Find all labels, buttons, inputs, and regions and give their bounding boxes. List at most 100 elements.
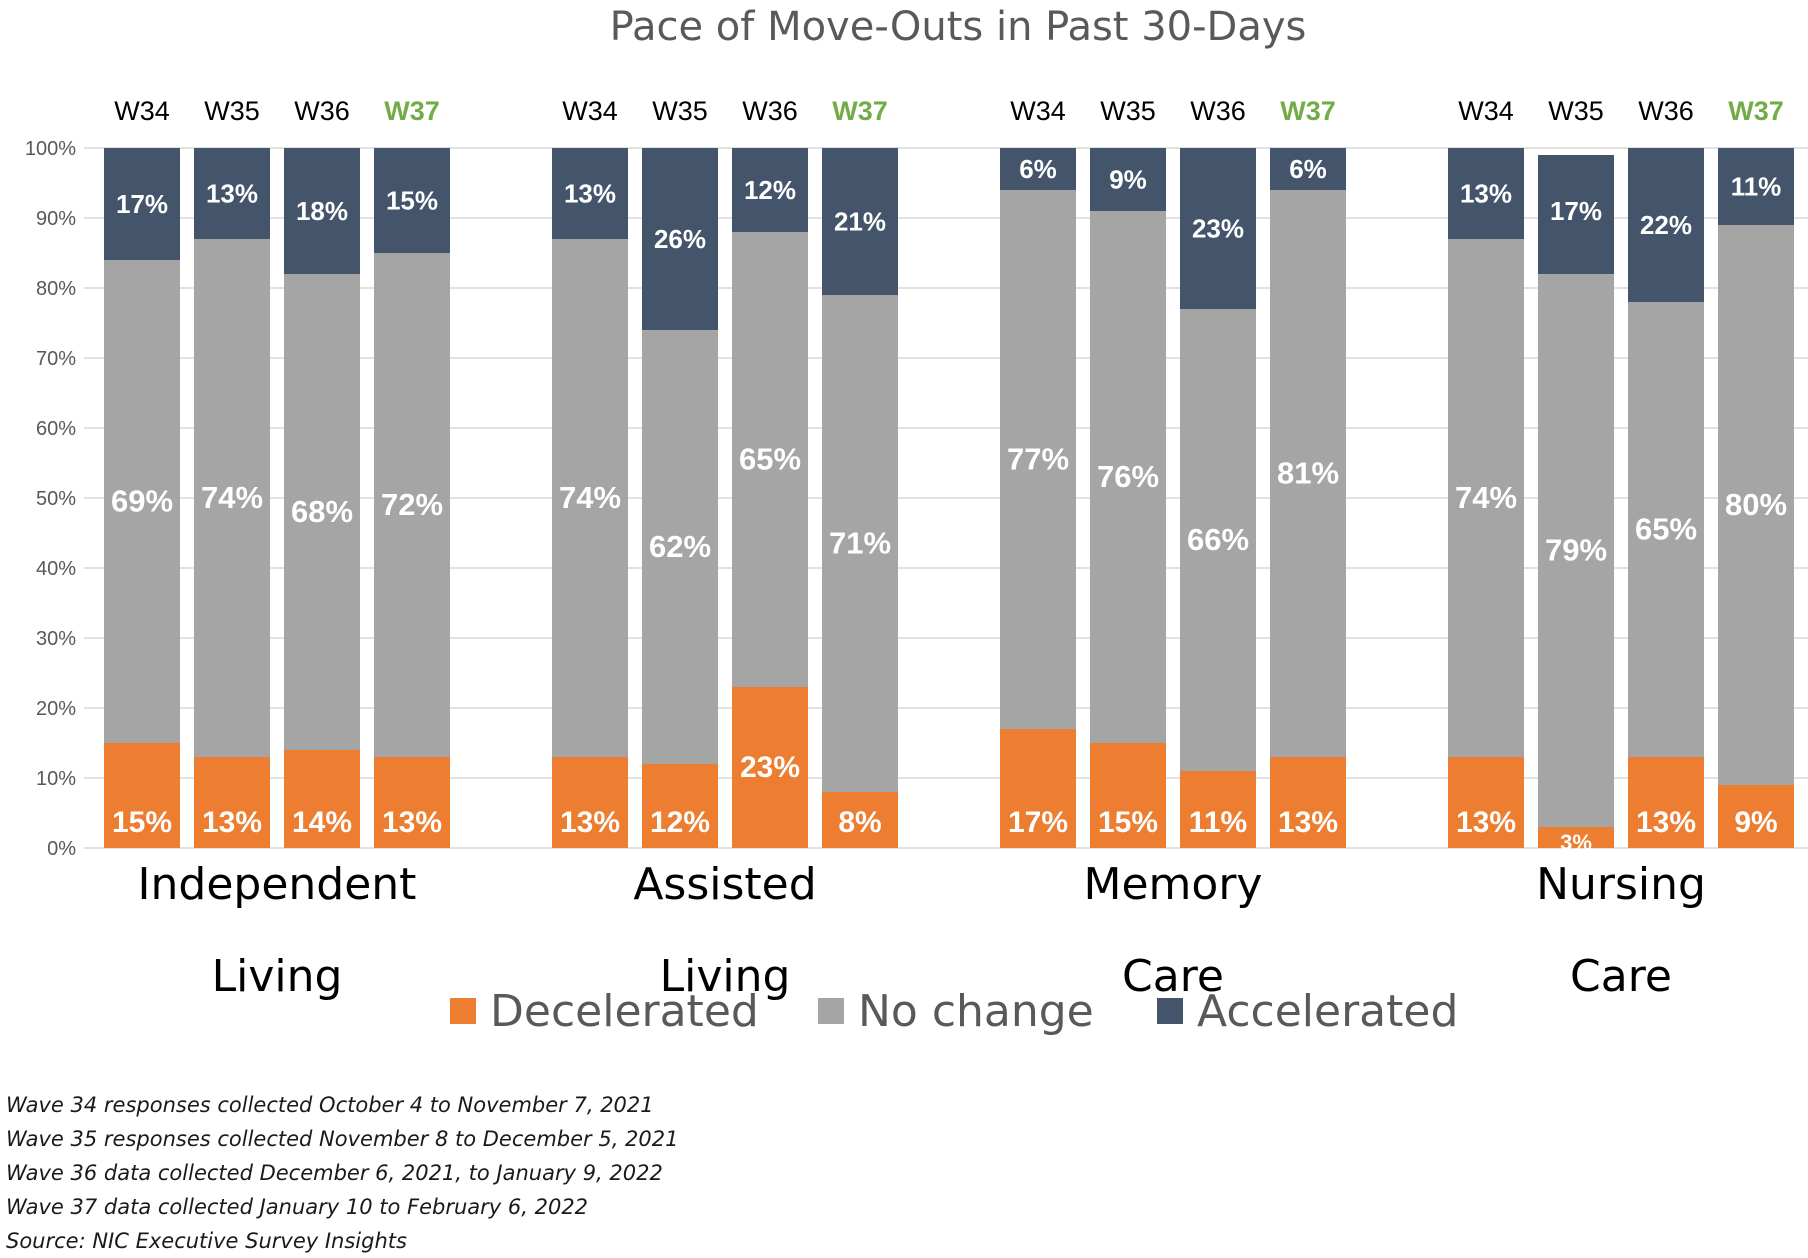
no-change-data-label: 74% xyxy=(201,480,263,515)
no-change-segment xyxy=(1000,190,1076,729)
accelerated-data-label: 13% xyxy=(564,179,616,209)
y-tick-label: 20% xyxy=(36,698,76,720)
no-change-data-label: 76% xyxy=(1097,459,1159,494)
decelerated-segment xyxy=(552,757,628,848)
category-label: Living xyxy=(660,951,791,1002)
no-change-segment xyxy=(642,330,718,764)
stacked-bar-chart: Pace of Move-Outs in Past 30-Days 0% 10% 2… xyxy=(25,4,1808,1037)
footnote-source: Source: NIC Executive Survey Insights xyxy=(6,1229,407,1253)
decelerated-segment xyxy=(822,792,898,848)
y-tick-label: 90% xyxy=(36,208,76,230)
accelerated-data-label: 15% xyxy=(386,186,438,216)
wave-label: W35 xyxy=(1548,96,1604,126)
bars: W34 15% 69% 17% W35 13% 74% 13% W36 14% 68% 18% W37 1… xyxy=(104,96,1794,1002)
no-change-segment xyxy=(1718,225,1794,785)
accelerated-segment xyxy=(822,148,898,295)
no-change-data-label: 62% xyxy=(649,529,711,564)
footnote-wave36: Wave 36 data collected December 6, 2021,… xyxy=(6,1161,663,1185)
legend-label: Decelerated xyxy=(490,986,759,1037)
decelerated-segment xyxy=(1718,785,1794,848)
no-change-data-label: 69% xyxy=(111,484,173,519)
footnotes: Wave 34 responses collected October 4 to… xyxy=(6,1088,679,1258)
no-change-data-label: 72% xyxy=(381,487,443,522)
no-change-segment xyxy=(1270,190,1346,757)
accelerated-data-label: 17% xyxy=(1550,196,1602,226)
accelerated-segment xyxy=(1538,155,1614,274)
no-change-data-label: 80% xyxy=(1725,487,1787,522)
decelerated-segment xyxy=(1180,771,1256,848)
decelerated-segment xyxy=(1538,827,1614,848)
decelerated-segment xyxy=(1448,757,1524,848)
legend-swatch xyxy=(1157,998,1183,1024)
decelerated-data-label: 13% xyxy=(202,806,262,839)
category-label: Nursing xyxy=(1536,859,1706,910)
category-label: Living xyxy=(212,951,343,1002)
category-label: Care xyxy=(1570,951,1672,1002)
accelerated-segment xyxy=(1180,148,1256,309)
y-tick-label: 30% xyxy=(36,628,76,650)
no-change-data-label: 74% xyxy=(1455,480,1517,515)
wave-label: W36 xyxy=(1638,96,1694,126)
wave-label: W34 xyxy=(114,96,170,126)
no-change-segment xyxy=(1448,239,1524,757)
decelerated-data-label: 23% xyxy=(740,751,800,784)
no-change-segment xyxy=(822,295,898,792)
decelerated-segment xyxy=(642,764,718,848)
y-tick-label: 40% xyxy=(36,558,76,580)
decelerated-segment xyxy=(1000,729,1076,848)
category-label: Assisted xyxy=(633,859,816,910)
legend: Decelerated No change Accelerated xyxy=(450,986,1458,1037)
accelerated-data-label: 6% xyxy=(1289,154,1327,184)
accelerated-segment xyxy=(374,148,450,253)
decelerated-data-label: 14% xyxy=(292,806,352,839)
no-change-data-label: 66% xyxy=(1187,522,1249,557)
decelerated-data-label: 17% xyxy=(1008,806,1068,839)
wave-label: W37 xyxy=(1280,96,1336,126)
accelerated-data-label: 21% xyxy=(834,207,886,237)
legend-label: No change xyxy=(858,986,1094,1037)
no-change-data-label: 68% xyxy=(291,494,353,529)
decelerated-segment xyxy=(1628,757,1704,848)
category-label: Independent xyxy=(138,859,417,910)
accelerated-data-label: 6% xyxy=(1019,154,1057,184)
no-change-segment xyxy=(552,239,628,757)
footnote-wave34: Wave 34 responses collected October 4 to… xyxy=(6,1093,654,1117)
accelerated-segment xyxy=(1270,148,1346,190)
decelerated-data-label: 15% xyxy=(112,806,172,839)
wave-label: W36 xyxy=(1190,96,1246,126)
no-change-segment xyxy=(1180,309,1256,771)
decelerated-data-label: 13% xyxy=(382,806,442,839)
wave-label: W37 xyxy=(832,96,888,126)
accelerated-segment xyxy=(1000,148,1076,190)
category-label: Care xyxy=(1122,951,1224,1002)
legend-label: Accelerated xyxy=(1197,986,1458,1037)
no-change-segment xyxy=(732,232,808,687)
y-axis: 0% 10% 20% 30% 40% 50% 60% 70% 80% 90% 100% xyxy=(25,138,76,860)
accelerated-data-label: 18% xyxy=(296,196,348,226)
accelerated-data-label: 9% xyxy=(1109,165,1147,195)
y-tick-label: 0% xyxy=(47,838,76,860)
decelerated-data-label: 13% xyxy=(1636,806,1696,839)
chart-title: Pace of Move-Outs in Past 30-Days xyxy=(610,4,1307,50)
decelerated-data-label: 12% xyxy=(650,806,710,839)
legend-swatch xyxy=(450,998,476,1024)
decelerated-data-label: 13% xyxy=(1278,806,1338,839)
no-change-segment xyxy=(1538,274,1614,827)
no-change-segment xyxy=(374,253,450,757)
accelerated-segment xyxy=(552,148,628,239)
decelerated-data-label: 8% xyxy=(838,806,881,839)
y-tick-label: 80% xyxy=(36,278,76,300)
wave-label: W34 xyxy=(562,96,618,126)
wave-label: W37 xyxy=(384,96,440,126)
no-change-data-label: 79% xyxy=(1545,533,1607,568)
accelerated-data-label: 13% xyxy=(1460,179,1512,209)
decelerated-data-label: 13% xyxy=(560,806,620,839)
y-tick-label: 60% xyxy=(36,418,76,440)
accelerated-segment xyxy=(1628,148,1704,302)
wave-label: W34 xyxy=(1458,96,1514,126)
decelerated-data-label: 9% xyxy=(1734,806,1777,839)
no-change-segment xyxy=(1090,211,1166,743)
accelerated-data-label: 17% xyxy=(116,189,168,219)
decelerated-data-label: 3% xyxy=(1560,830,1592,855)
accelerated-data-label: 12% xyxy=(744,175,796,205)
